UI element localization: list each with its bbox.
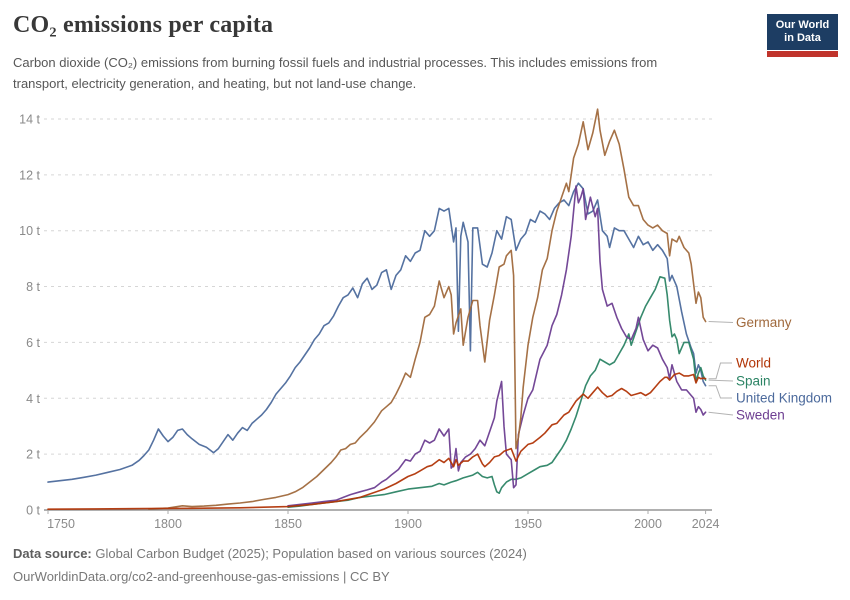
y-tick-label: 14 t [19, 112, 40, 126]
chart-subtitle: Carbon dioxide (CO₂) emissions from burn… [13, 52, 657, 94]
x-tick-label: 1750 [47, 517, 75, 531]
data-source-line: Data source: Global Carbon Budget (2025)… [13, 542, 527, 565]
data-source-text: Global Carbon Budget (2025); Population … [91, 546, 527, 561]
series-line-united-kingdom [47, 182, 707, 483]
label-connector-spain [708, 379, 734, 382]
page-title: CO₂ emissions per capita [13, 12, 274, 38]
x-tick-label: 2024 [692, 517, 720, 531]
owid-logo[interactable]: Our World in Data [767, 14, 838, 57]
y-tick-label: 8 t [26, 280, 40, 294]
subtitle-line-2: transport, electricity generation, and h… [13, 76, 417, 91]
owid-logo-accent-bar [767, 51, 838, 57]
series-line-germany [148, 108, 707, 510]
owid-logo-text: Our World in Data [767, 14, 838, 50]
entity-label-world[interactable]: World [736, 356, 771, 371]
series-line-sweden [287, 185, 707, 507]
y-tick-label: 2 t [26, 448, 40, 462]
entity-label-united-kingdom[interactable]: United Kingdom [736, 391, 832, 406]
y-tick-label: 10 t [19, 224, 40, 238]
y-tick-label: 12 t [19, 168, 40, 182]
label-connector-sweden [708, 411, 734, 416]
entity-label-sweden[interactable]: Sweden [736, 408, 785, 423]
owid-url-link[interactable]: OurWorldinData.org/co2-and-greenhouse-ga… [13, 569, 390, 584]
y-tick-label: 4 t [26, 392, 40, 406]
x-tick-label: 1800 [154, 517, 182, 531]
x-tick-label: 1950 [514, 517, 542, 531]
label-connector-germany [708, 321, 734, 323]
data-source-label: Data source: [13, 546, 92, 561]
label-connector-united-kingdom [708, 385, 732, 399]
owid-logo-line-2: in Data [784, 32, 821, 44]
series-line-world [47, 372, 707, 511]
x-tick-label: 1900 [394, 517, 422, 531]
subtitle-line-1: Carbon dioxide (CO₂) emissions from burn… [13, 55, 658, 70]
owid-logo-line-1: Our World [775, 19, 830, 31]
series-line-spain [287, 275, 707, 509]
entity-label-spain[interactable]: Spain [736, 374, 771, 389]
y-tick-label: 0 t [26, 504, 40, 518]
chart-footer: Data source: Global Carbon Budget (2025)… [13, 542, 527, 588]
label-connector-world [708, 362, 732, 380]
y-tick-label: 6 t [26, 336, 40, 350]
entity-label-germany[interactable]: Germany [736, 315, 792, 330]
x-tick-label: 2000 [634, 517, 662, 531]
x-tick-label: 1850 [274, 517, 302, 531]
